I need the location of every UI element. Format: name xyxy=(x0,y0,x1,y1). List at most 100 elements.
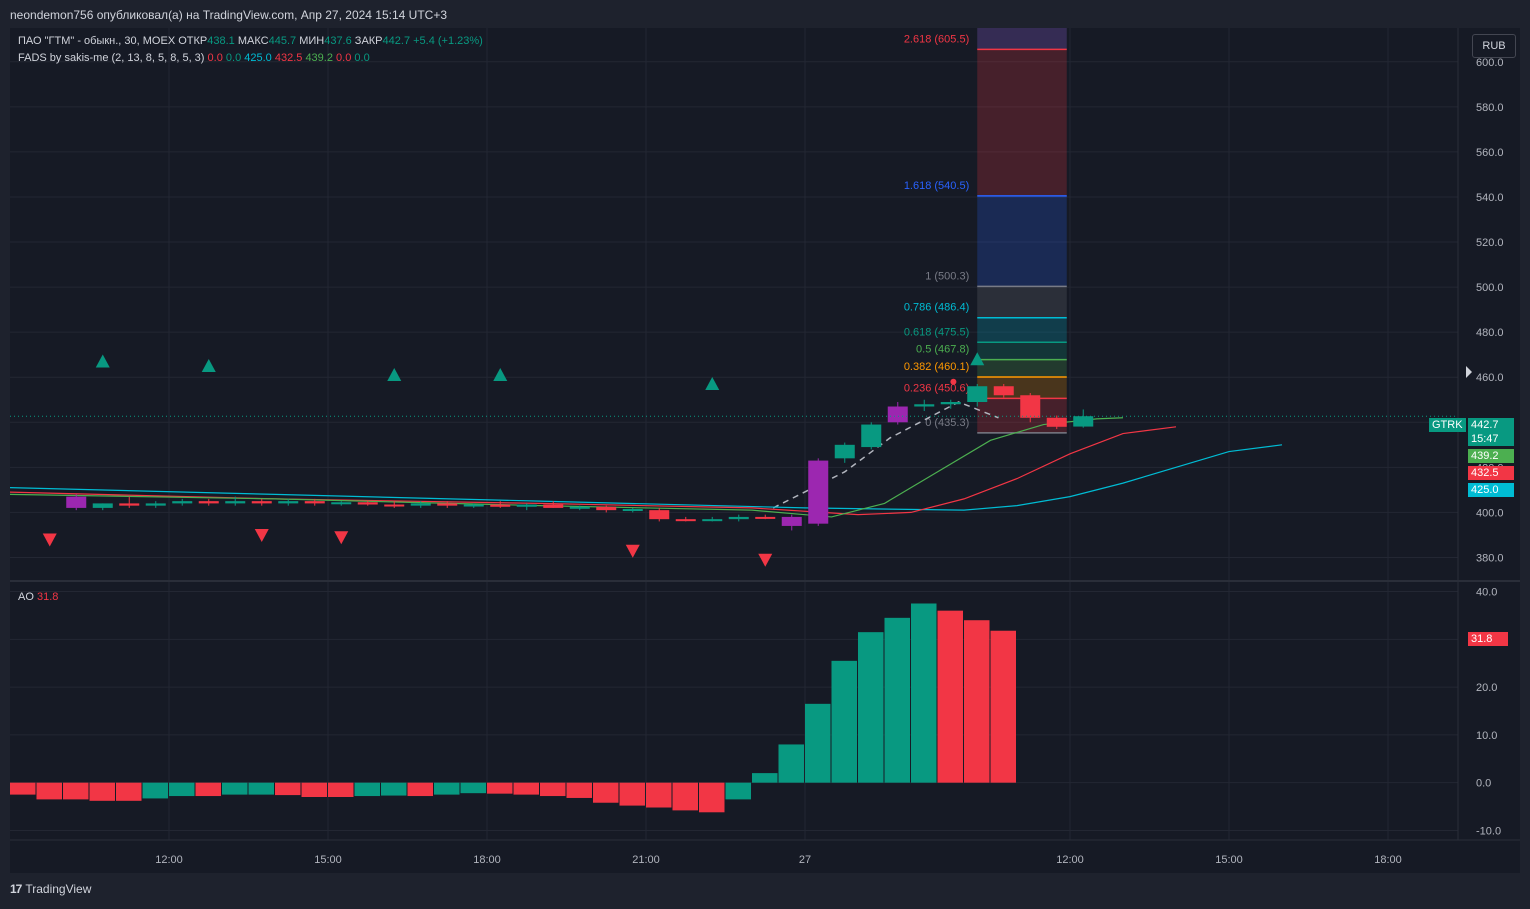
buy-signal-triangle xyxy=(493,367,508,381)
ao-tick-label: 40.0 xyxy=(1476,587,1497,599)
candle-body xyxy=(702,519,723,522)
price-tick-label: 400.0 xyxy=(1476,507,1504,519)
price-tick-label: 580.0 xyxy=(1476,102,1504,114)
price-tick-label: 480.0 xyxy=(1476,327,1504,339)
indicator-v6: 0.0 xyxy=(336,52,352,64)
buy-signal-triangle xyxy=(95,354,110,368)
fib-zone xyxy=(977,49,1067,196)
ao-bar xyxy=(89,782,115,801)
candle-body xyxy=(887,406,908,423)
fib-level-label: 0.618 (475.5) xyxy=(904,326,969,338)
sell-signal-triangle xyxy=(254,528,269,542)
fib-level-label: 0.5 (467.8) xyxy=(916,344,969,356)
ao-bar xyxy=(593,782,619,803)
open-label: ОТКР xyxy=(178,35,208,47)
indicator-v4: 432.5 xyxy=(274,52,303,64)
candle-body xyxy=(172,501,193,504)
ao-bar xyxy=(619,782,645,806)
ao-bar xyxy=(672,782,698,811)
price-tick-label: 380.0 xyxy=(1476,552,1504,564)
sell-signal-triangle xyxy=(625,544,640,558)
tradingview-logo-icon: 17 xyxy=(10,882,22,896)
fib-zone xyxy=(977,376,1067,399)
time-tick-label: 15:00 xyxy=(314,854,342,866)
buy-signal-triangle xyxy=(387,367,402,381)
sell-signal-triangle xyxy=(758,553,773,567)
green-ma-tag: 439.2 xyxy=(1468,449,1514,463)
time-tick-label: 18:00 xyxy=(1374,854,1402,866)
ao-bar xyxy=(222,782,248,795)
close-label: ЗАКР xyxy=(354,35,383,47)
fib-zone xyxy=(977,317,1067,343)
candle-body xyxy=(66,496,87,508)
ao-bar xyxy=(778,744,804,783)
moving-average-line xyxy=(10,426,1177,516)
symbol-name: ПАО "ГТМ" - обыкн., 30, MOEX xyxy=(18,35,176,47)
blue-ma-tag: 425.0 xyxy=(1468,483,1514,497)
ao-bar xyxy=(195,782,221,797)
buy-signal-triangle xyxy=(705,376,720,390)
last-price-tag: 442.7 xyxy=(1468,418,1514,432)
candle-body xyxy=(410,503,431,506)
indicator-v3: 425.0 xyxy=(244,52,272,64)
fib-level-label: 0.382 (460.1) xyxy=(904,361,969,373)
ao-value: 31.8 xyxy=(36,591,59,603)
low-value: 437.6 xyxy=(324,35,352,47)
fib-level-label: 0 (435.3) xyxy=(925,417,969,429)
fib-zone xyxy=(977,342,1067,360)
candle-body xyxy=(384,504,405,507)
candle-body xyxy=(278,501,299,504)
ao-bar xyxy=(752,773,778,783)
candle-body xyxy=(834,444,855,459)
currency-button[interactable]: RUB xyxy=(1472,34,1516,58)
candle-body xyxy=(543,504,564,508)
ao-tick-label: 10.0 xyxy=(1476,730,1497,742)
ao-bar xyxy=(831,660,857,783)
candle-body xyxy=(967,386,988,403)
footer-brand[interactable]: 17 TradingView xyxy=(10,882,91,896)
candle-body xyxy=(940,402,961,405)
candle-body xyxy=(728,516,749,520)
indicator-v7: 0.0 xyxy=(354,52,370,64)
high-value: 445.7 xyxy=(268,35,297,47)
fib-zone xyxy=(977,286,1067,318)
fib-zone xyxy=(977,28,1067,50)
candle-body xyxy=(437,503,458,506)
chart-canvas[interactable]: 380.0400.0420.0440.0460.0480.0500.0520.0… xyxy=(10,28,1520,873)
ao-bar xyxy=(10,782,36,795)
candle-body xyxy=(516,504,537,507)
candle-body xyxy=(490,504,511,507)
indicator-name: FADS by sakis-me (2, 13, 8, 5, 8, 5, 3) xyxy=(18,52,205,64)
ao-bar xyxy=(407,782,433,797)
red-ma-tag: 432.5 xyxy=(1468,466,1514,480)
candle-body xyxy=(463,504,484,507)
fib-zone xyxy=(977,195,1067,287)
open-value: 438.1 xyxy=(207,35,235,47)
time-tick-label: 12:00 xyxy=(1056,854,1084,866)
ao-bar xyxy=(63,782,89,800)
ao-bar xyxy=(142,782,168,799)
time-tick-label: 27 xyxy=(799,854,811,866)
fib-level-label: 2.618 (605.5) xyxy=(904,33,969,45)
candle-body xyxy=(225,501,246,504)
ao-bar xyxy=(805,703,831,783)
change-value: +5.4 (+1.23%) xyxy=(413,35,483,47)
ao-bar xyxy=(116,782,142,801)
candle-body xyxy=(622,509,643,512)
candle-body xyxy=(861,424,882,448)
ao-bar xyxy=(487,782,513,794)
candle-body xyxy=(145,503,166,506)
close-value: 442.7 xyxy=(382,35,411,47)
fib-level-label: 1 (500.3) xyxy=(925,270,969,282)
fib-level-label: 0.236 (450.6) xyxy=(904,382,969,394)
ao-bar xyxy=(301,782,327,797)
chart-frame[interactable]: 380.0400.0420.0440.0460.0480.0500.0520.0… xyxy=(10,28,1520,873)
candle-body xyxy=(357,502,378,505)
indicator-v2: 0.0 xyxy=(225,52,242,64)
price-tick-label: 560.0 xyxy=(1476,147,1504,159)
candle-body xyxy=(596,506,617,511)
candle-body xyxy=(1073,416,1094,427)
price-tick-label: 460.0 xyxy=(1476,372,1504,384)
ao-tick-label: 0.0 xyxy=(1476,778,1491,790)
ao-bar xyxy=(540,782,566,797)
